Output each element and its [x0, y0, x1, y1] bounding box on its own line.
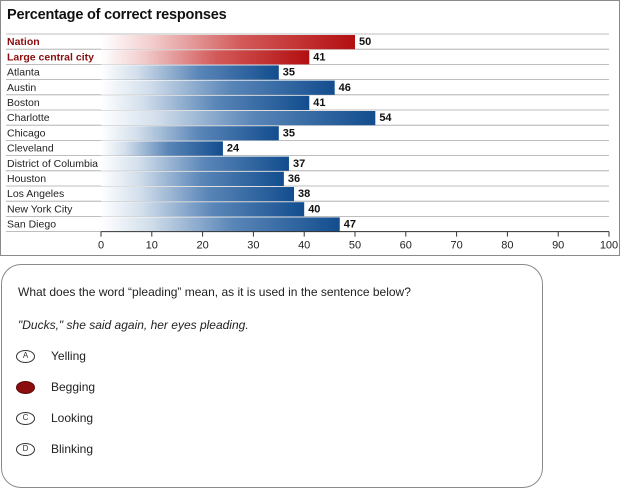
question-quote: "Ducks," she said again, her eyes pleadi…: [18, 318, 249, 332]
bar-cleveland: [101, 141, 223, 156]
bar-los-angeles: [101, 187, 295, 202]
answer-bubble-b-selected[interactable]: [16, 380, 35, 394]
value-label-nation: 50: [359, 36, 371, 48]
category-label-atlanta: Atlanta: [7, 67, 40, 79]
option-a-label: Yelling: [51, 349, 86, 363]
category-label-chicago: Chicago: [7, 127, 46, 139]
category-label-new-york-city: New York City: [7, 203, 73, 215]
question-prompt: What does the word “pleading” mean, as i…: [18, 285, 411, 299]
x-tick-label: 60: [400, 240, 412, 252]
category-label-charlotte: Charlotte: [7, 112, 50, 124]
x-tick-label: 90: [552, 240, 564, 252]
bar-nation: [101, 35, 355, 50]
x-tick-label: 10: [146, 240, 158, 252]
value-label-new-york-city: 40: [308, 203, 320, 215]
x-tick-label: 50: [349, 240, 361, 252]
value-label-boston: 41: [313, 97, 325, 109]
value-label-chicago: 35: [283, 127, 295, 139]
value-label-houston: 36: [288, 173, 300, 185]
bar-houston: [101, 171, 284, 186]
value-label-atlanta: 35: [283, 67, 295, 79]
question-panel: [1, 264, 543, 488]
x-tick-label: 0: [98, 240, 104, 252]
option-a[interactable]: A Yelling: [16, 349, 86, 363]
x-tick-label: 40: [298, 240, 310, 252]
option-c[interactable]: C Looking: [16, 411, 93, 425]
category-label-large-central-city: Large central city: [7, 51, 94, 63]
x-tick-label: 30: [247, 240, 259, 252]
category-label-district-of-columbia: District of Columbia: [7, 158, 98, 170]
chart-title: Percentage of correct responses: [7, 7, 227, 23]
value-label-austin: 46: [339, 82, 351, 94]
bar-chart: Nation 50 Large central city 41 Atlanta 35 Aus…: [6, 33, 618, 252]
bar-boston: [101, 95, 310, 110]
option-d[interactable]: D Blinking: [16, 442, 93, 456]
bar-austin: [101, 80, 335, 95]
bar-district-of-columbia: [101, 156, 289, 171]
answer-bubble-a[interactable]: A: [16, 349, 35, 363]
value-label-cleveland: 24: [227, 143, 240, 155]
category-label-houston: Houston: [7, 173, 46, 185]
option-b[interactable]: Begging: [16, 380, 95, 394]
bar-large-central-city: [101, 50, 310, 65]
category-label-san-diego: San Diego: [7, 219, 56, 231]
x-tick-label: 100: [600, 240, 618, 252]
value-label-district-of-columbia: 37: [293, 158, 305, 170]
x-tick-label: 20: [196, 240, 208, 252]
category-label-los-angeles: Los Angeles: [7, 188, 64, 200]
option-d-label: Blinking: [51, 442, 94, 456]
category-label-nation: Nation: [7, 36, 40, 48]
category-label-cleveland: Cleveland: [7, 143, 54, 155]
category-label-boston: Boston: [7, 97, 40, 109]
x-tick-label: 80: [501, 240, 513, 252]
bar-chicago: [101, 126, 279, 141]
value-label-large-central-city: 41: [313, 51, 325, 63]
bar-charlotte: [101, 111, 376, 126]
answer-bubble-c[interactable]: C: [16, 411, 35, 425]
option-c-label: Looking: [51, 411, 94, 425]
bar-new-york-city: [101, 202, 305, 217]
chart-panel: [0, 0, 620, 256]
bar-san-diego: [101, 217, 340, 232]
category-label-austin: Austin: [7, 82, 36, 94]
value-label-los-angeles: 38: [298, 188, 310, 200]
answer-bubble-d[interactable]: D: [16, 442, 35, 456]
option-b-label: Begging: [51, 380, 96, 394]
x-tick-label: 70: [450, 240, 462, 252]
value-label-charlotte: 54: [379, 112, 392, 124]
bar-atlanta: [101, 65, 279, 80]
value-label-san-diego: 47: [344, 219, 356, 231]
